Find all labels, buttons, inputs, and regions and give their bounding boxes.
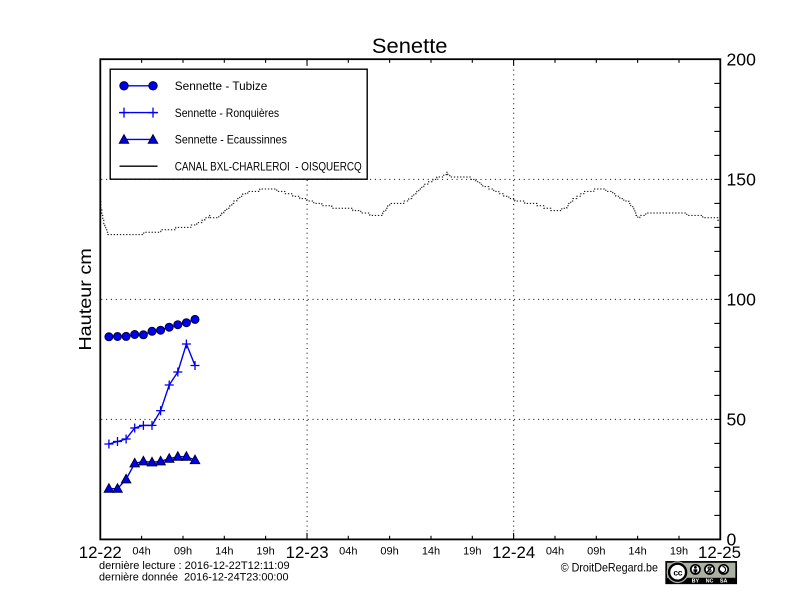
svg-text:12-23: 12-23 (286, 544, 329, 562)
svg-text:dernière donnée 2016-12-24T23: dernière donnée 2016-12-24T23:00:00 (99, 571, 289, 583)
svg-text:Senette: Senette (372, 35, 448, 58)
svg-text:12-22: 12-22 (79, 544, 122, 562)
svg-text:BY: BY (692, 579, 700, 585)
svg-text:04h: 04h (339, 545, 357, 557)
svg-text:12-25: 12-25 (698, 544, 741, 562)
svg-text:CANAL BXL-CHARLEROI - OISQUER: CANAL BXL-CHARLEROI - OISQUERCQ (175, 159, 362, 173)
svg-text:$: $ (707, 565, 712, 574)
svg-text:14h: 14h (215, 545, 233, 557)
svg-text:19h: 19h (256, 545, 274, 557)
svg-text:200: 200 (727, 49, 757, 69)
svg-text:19h: 19h (670, 545, 688, 557)
svg-text:14h: 14h (422, 545, 440, 557)
svg-text:© DroitDeRegard.be: © DroitDeRegard.be (561, 561, 659, 575)
svg-text:Hauteur cm: Hauteur cm (75, 248, 95, 351)
svg-text:150: 150 (727, 169, 757, 189)
svg-text:09h: 09h (380, 545, 398, 557)
svg-text:09h: 09h (587, 545, 605, 557)
svg-text:04h: 04h (546, 545, 564, 557)
svg-text:09h: 09h (174, 545, 192, 557)
svg-text:dernière lecture : 2016-12-22T: dernière lecture : 2016-12-22T12:11:09 (99, 560, 290, 572)
svg-text:19h: 19h (463, 545, 481, 557)
svg-text:04h: 04h (132, 545, 150, 557)
svg-text:100: 100 (727, 289, 757, 309)
svg-text:Sennette - Ronquières: Sennette - Ronquières (175, 106, 279, 120)
svg-text:SA: SA (720, 579, 728, 585)
svg-text:0: 0 (727, 529, 737, 549)
svg-text:12-24: 12-24 (492, 544, 535, 562)
svg-text:50: 50 (727, 409, 747, 429)
svg-text:Sennette - Tubize: Sennette - Tubize (175, 79, 268, 93)
svg-text:NC: NC (706, 579, 714, 585)
svg-text:14h: 14h (628, 545, 646, 557)
svg-text:Sennette - Ecaussinnes: Sennette - Ecaussinnes (175, 133, 287, 147)
svg-text:cc: cc (673, 567, 682, 577)
